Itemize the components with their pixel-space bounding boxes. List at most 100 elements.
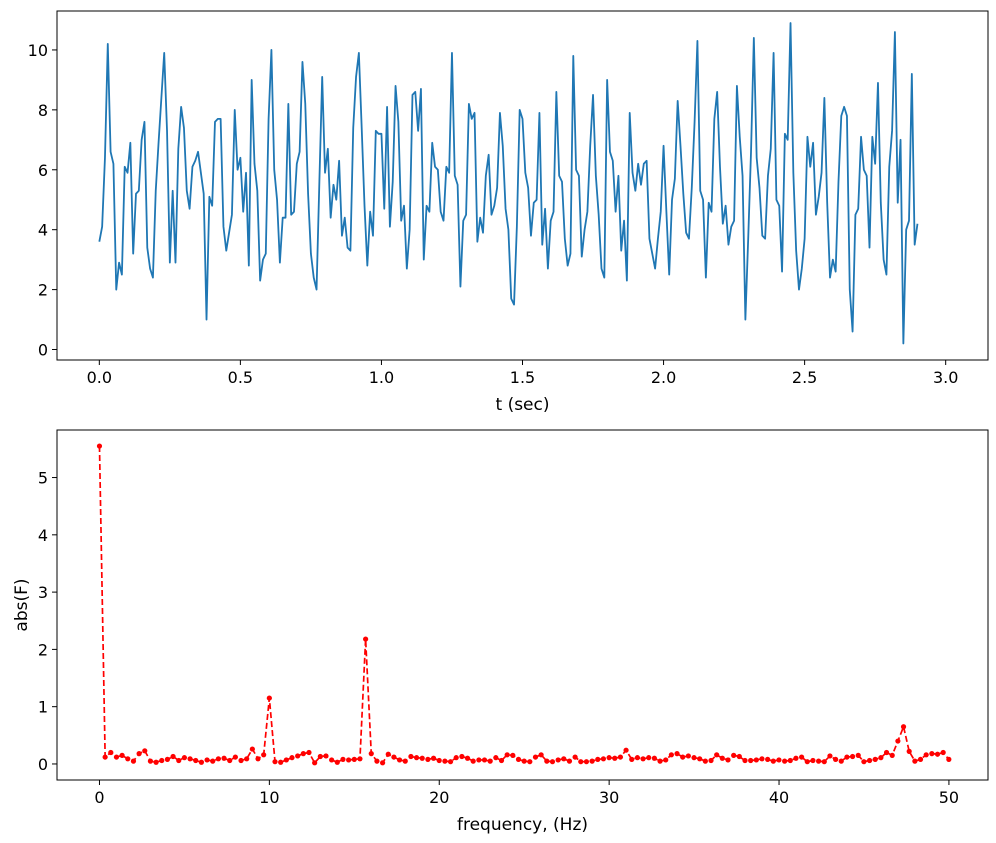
data-point — [600, 756, 607, 762]
data-point — [504, 752, 510, 758]
data-point — [799, 754, 805, 760]
data-point — [589, 758, 595, 764]
x-axis-label: frequency, (Hz) — [457, 815, 588, 835]
data-point — [742, 757, 748, 764]
data-point — [272, 759, 278, 765]
data-point — [442, 758, 448, 764]
data-point — [113, 754, 120, 760]
x-tick-label: 10 — [259, 788, 279, 807]
data-point — [697, 756, 703, 762]
x-tick-label: 30 — [599, 788, 619, 807]
x-tick-label: 0.0 — [87, 368, 112, 387]
data-point — [142, 748, 148, 754]
frequency-spectrum-chart: 0 10 20 30 40 50 0 1 2 3 4 5 frequency, (Hz) abs(F) — [12, 429, 989, 835]
data-point — [453, 755, 459, 761]
data-point — [385, 751, 391, 757]
data-point — [408, 753, 414, 760]
x-tick-label: 1.5 — [510, 368, 535, 387]
data-point — [164, 756, 171, 762]
data-point — [680, 754, 686, 760]
data-point — [634, 755, 641, 761]
data-point — [736, 753, 742, 760]
x-tick-label: 0 — [94, 788, 104, 807]
data-point — [578, 759, 584, 765]
data-point — [810, 757, 816, 764]
data-point — [391, 754, 397, 760]
y-tick-label: 8 — [38, 101, 48, 120]
data-point — [719, 755, 725, 761]
x-axis-label: t (sec) — [496, 395, 550, 415]
data-point — [804, 759, 810, 765]
data-point — [883, 749, 890, 756]
data-point — [889, 752, 895, 758]
data-point — [329, 757, 335, 763]
series-line — [98, 446, 950, 764]
data-point — [934, 751, 941, 757]
data-point — [119, 752, 125, 758]
data-point — [498, 757, 505, 764]
data-point — [351, 756, 357, 762]
data-point — [198, 759, 204, 765]
data-point — [187, 756, 193, 762]
data-point — [663, 757, 669, 763]
data-point — [623, 747, 629, 753]
data-point — [193, 757, 199, 764]
data-point — [436, 757, 442, 764]
data-point — [380, 760, 386, 766]
data-point — [323, 753, 329, 759]
data-point — [317, 753, 323, 760]
y-tick-label: 0 — [38, 755, 48, 774]
data-point — [900, 724, 907, 730]
data-point — [510, 752, 516, 758]
data-point — [357, 756, 363, 762]
y-axis-label: abs(F) — [12, 578, 32, 631]
data-point — [923, 752, 929, 758]
data-point — [674, 751, 680, 757]
data-point — [787, 757, 793, 764]
y-tick-label: 5 — [38, 469, 48, 488]
data-point — [147, 758, 154, 764]
y-tick-label: 2 — [38, 640, 48, 659]
data-point — [708, 757, 714, 764]
data-point — [266, 695, 272, 701]
data-point — [170, 753, 176, 760]
data-point — [464, 755, 471, 761]
data-point — [447, 759, 454, 765]
data-point — [946, 756, 952, 762]
data-point — [549, 759, 556, 765]
data-point — [725, 757, 731, 763]
data-point — [691, 755, 697, 761]
data-point — [363, 636, 369, 642]
x-tick-label: 2.0 — [651, 368, 676, 387]
data-point — [895, 738, 901, 744]
data-point — [481, 757, 488, 763]
data-point — [714, 752, 720, 758]
data-point — [906, 748, 912, 754]
data-point — [159, 757, 165, 764]
data-point — [413, 755, 420, 761]
data-point — [521, 758, 527, 764]
data-point — [583, 759, 590, 765]
y-tick-label: 4 — [38, 526, 48, 545]
data-point — [776, 757, 782, 763]
data-point — [470, 758, 476, 764]
data-point — [130, 758, 137, 764]
data-point — [640, 756, 646, 762]
data-point — [793, 755, 799, 761]
x-tick-label: 1.0 — [369, 368, 394, 387]
data-point — [748, 757, 754, 764]
y-tick-label: 4 — [38, 221, 48, 240]
data-point — [210, 758, 216, 764]
data-point — [538, 752, 544, 758]
data-point — [731, 752, 737, 758]
x-tick-label: 20 — [429, 788, 449, 807]
x-tick-label: 3.0 — [933, 368, 958, 387]
data-point — [515, 756, 522, 762]
data-point — [374, 758, 380, 764]
data-point — [917, 756, 924, 762]
data-point — [96, 443, 103, 449]
data-point — [821, 759, 827, 765]
data-point — [855, 752, 861, 758]
data-point — [702, 758, 708, 764]
